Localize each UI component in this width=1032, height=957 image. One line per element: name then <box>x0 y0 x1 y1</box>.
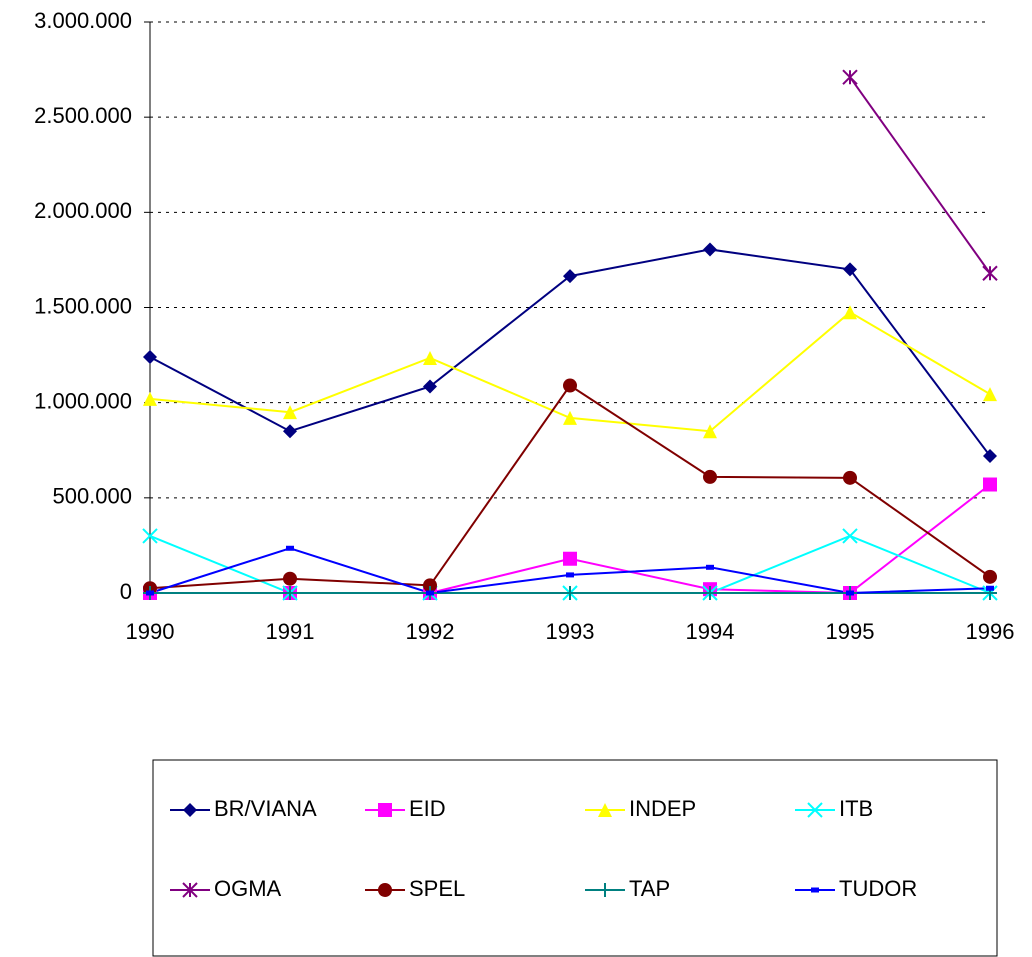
marker <box>283 571 297 586</box>
marker <box>143 349 157 364</box>
marker <box>982 265 998 281</box>
marker <box>842 528 858 544</box>
marker <box>703 586 717 600</box>
x-tick-label: 1993 <box>546 619 595 644</box>
legend-label: TUDOR <box>839 876 917 901</box>
legend-label: EID <box>409 796 446 821</box>
marker <box>706 564 714 570</box>
marker <box>703 242 717 257</box>
marker <box>986 585 994 591</box>
marker <box>283 586 297 600</box>
marker <box>842 69 858 85</box>
marker <box>183 803 197 817</box>
marker <box>423 578 437 593</box>
marker <box>598 803 612 817</box>
y-tick-label: 2.000.000 <box>34 198 132 223</box>
legend-label: ITB <box>839 796 873 821</box>
marker <box>703 469 717 484</box>
marker <box>283 405 297 420</box>
marker <box>846 590 854 596</box>
marker <box>983 569 997 584</box>
marker <box>843 470 857 485</box>
x-tick-label: 1991 <box>266 619 315 644</box>
marker <box>378 883 392 897</box>
marker <box>286 545 294 551</box>
legend-label: SPEL <box>409 876 465 901</box>
marker <box>983 448 997 463</box>
legend-label: OGMA <box>214 876 282 901</box>
marker <box>563 269 577 284</box>
marker <box>563 551 577 566</box>
marker <box>843 305 857 320</box>
marker <box>423 379 437 394</box>
y-tick-label: 3.000.000 <box>34 8 132 33</box>
marker <box>811 887 819 893</box>
y-tick-label: 2.500.000 <box>34 103 132 128</box>
marker <box>142 528 158 544</box>
marker <box>807 802 823 818</box>
y-tick-label: 0 <box>120 579 132 604</box>
marker <box>598 883 612 897</box>
marker <box>563 378 577 393</box>
y-tick-label: 1.500.000 <box>34 293 132 318</box>
series-line <box>849 76 991 274</box>
legend-box <box>152 759 998 957</box>
x-tick-label: 1996 <box>966 619 1015 644</box>
marker <box>566 572 574 578</box>
marker <box>423 350 437 365</box>
legend-label: INDEP <box>629 796 696 821</box>
marker <box>378 803 392 817</box>
marker <box>843 262 857 277</box>
marker <box>283 424 297 439</box>
marker <box>563 586 577 600</box>
marker <box>703 424 717 439</box>
legend-label: BR/VIANA <box>214 796 317 821</box>
marker <box>143 391 157 406</box>
marker <box>563 410 577 425</box>
marker <box>146 590 154 596</box>
legend-label: TAP <box>629 876 670 901</box>
x-tick-label: 1994 <box>686 619 735 644</box>
x-tick-label: 1990 <box>126 619 175 644</box>
x-tick-label: 1995 <box>826 619 875 644</box>
marker <box>983 387 997 402</box>
marker <box>182 882 198 898</box>
marker <box>983 477 997 492</box>
y-tick-label: 500.000 <box>52 484 132 509</box>
y-tick-label: 1.000.000 <box>34 388 132 413</box>
x-tick-label: 1992 <box>406 619 455 644</box>
marker <box>426 590 434 596</box>
